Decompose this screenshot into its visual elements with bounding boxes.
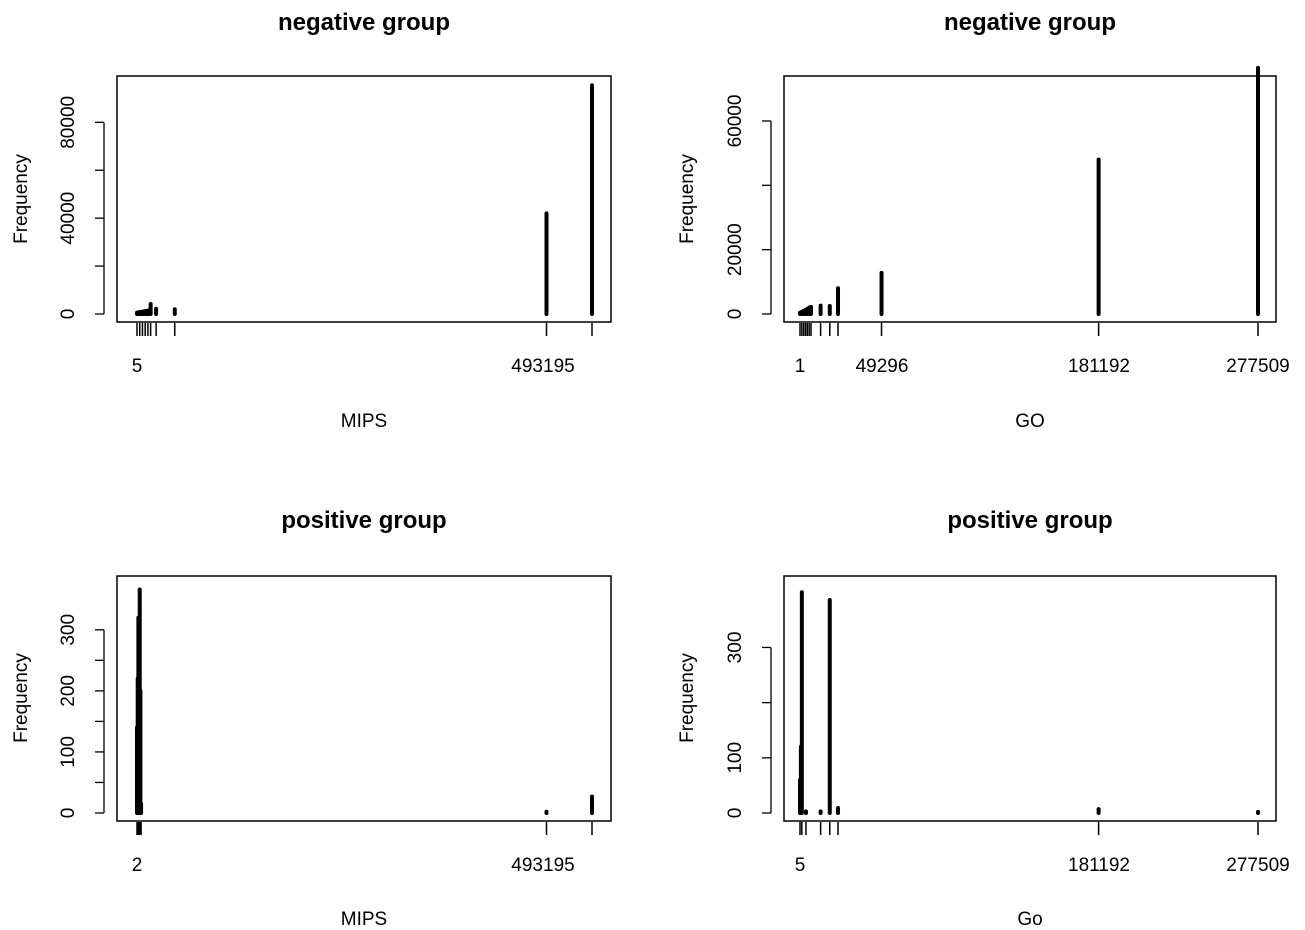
x-tick-label: 493195 — [511, 855, 574, 876]
y-tick-label: 200 — [58, 675, 79, 707]
y-tick-label: 300 — [725, 632, 746, 664]
y-tick-label: 100 — [58, 736, 79, 768]
y-axis-label: Frequency — [677, 653, 698, 743]
plot-frame — [116, 75, 612, 323]
y-axis-label: Frequency — [11, 653, 32, 743]
chart-title: positive group — [947, 507, 1112, 534]
y-tick-label: 0 — [58, 808, 79, 819]
y-tick-label: 0 — [58, 309, 79, 320]
x-axis-label: MIPS — [341, 909, 387, 930]
plot-frame — [783, 75, 1277, 323]
y-tick-label: 0 — [725, 309, 746, 320]
x-axis-label: MIPS — [341, 411, 387, 432]
x-tick-label: 493195 — [511, 356, 574, 377]
x-tick-label: 277509 — [1226, 356, 1289, 377]
x-axis-label: GO — [1015, 411, 1045, 432]
x-tick-label: 181192 — [1068, 356, 1130, 377]
x-tick-label: 5 — [132, 356, 143, 377]
y-tick-label: 0 — [725, 808, 746, 819]
x-tick-label: 49296 — [856, 356, 909, 377]
y-tick-label: 40000 — [58, 192, 79, 245]
chart-title: negative group — [944, 9, 1116, 36]
x-axis-label: Go — [1017, 909, 1042, 930]
x-tick-label: 277509 — [1226, 855, 1289, 876]
y-tick-label: 80000 — [58, 96, 79, 149]
y-axis-label: Frequency — [677, 154, 698, 244]
x-tick-label: 181192 — [1068, 855, 1130, 876]
y-tick-label: 300 — [58, 614, 79, 646]
x-tick-label: 1 — [795, 356, 806, 377]
y-tick-label: 60000 — [725, 95, 746, 148]
chart-title: positive group — [281, 507, 446, 534]
x-tick-label: 5 — [795, 855, 806, 876]
y-tick-label: 20000 — [725, 223, 746, 276]
y-tick-label: 100 — [725, 742, 746, 774]
y-axis-label: Frequency — [11, 154, 32, 244]
x-tick-label: 2 — [132, 855, 143, 876]
chart-title: negative group — [278, 9, 450, 36]
plot-frame — [116, 575, 612, 822]
plot-frame — [783, 575, 1277, 822]
